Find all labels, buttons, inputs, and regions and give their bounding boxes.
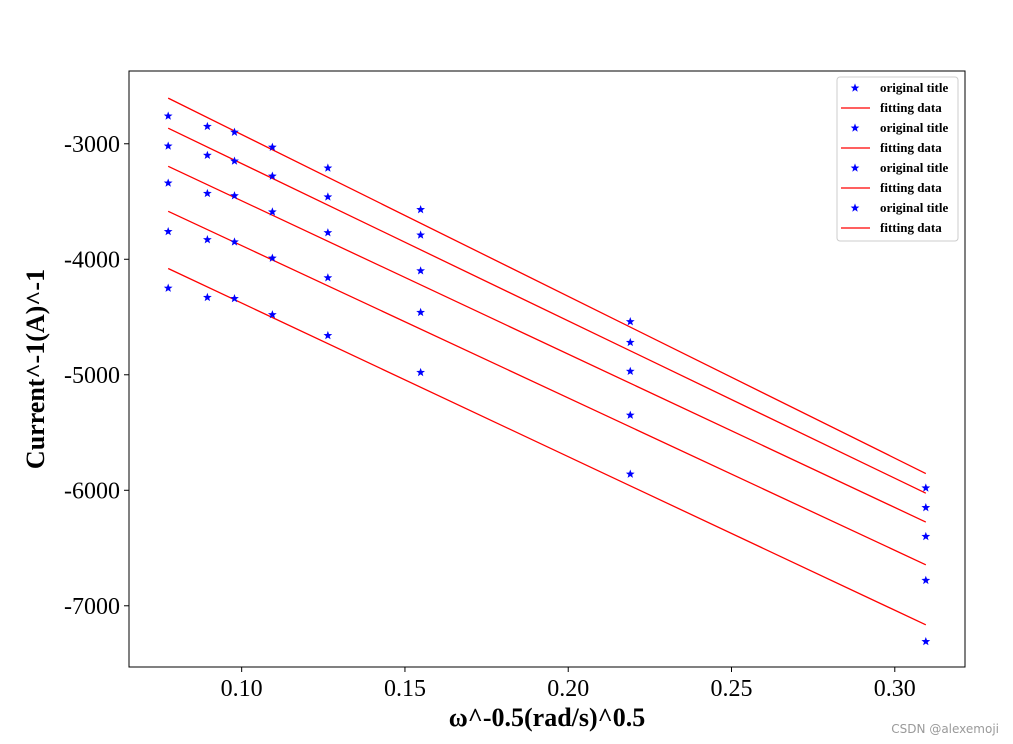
data-point <box>230 156 239 165</box>
legend-frame <box>836 76 959 242</box>
data-point <box>323 228 333 237</box>
x-tick-label: 0.20 <box>547 676 589 702</box>
data-point <box>163 111 173 120</box>
y-tick-label: -6000 <box>64 478 120 504</box>
legend-label: original title <box>880 80 948 95</box>
y-tick-label: -5000 <box>64 363 120 389</box>
data-point <box>203 121 212 131</box>
legend-label: fitting data <box>880 100 942 115</box>
data-point <box>625 317 635 326</box>
data-point <box>230 127 239 136</box>
data-point <box>267 253 277 262</box>
data-point <box>625 469 635 478</box>
legend-star-marker <box>850 203 860 212</box>
x-tick-label: 0.25 <box>711 676 753 702</box>
legend-star-marker <box>850 123 860 132</box>
data-point <box>163 226 173 236</box>
fit-line-4 <box>167 210 927 566</box>
data-point <box>230 191 239 200</box>
data-point <box>230 293 239 303</box>
fit-line-3 <box>167 165 927 523</box>
data-point <box>921 575 931 585</box>
y-axis-title: Current^-1(A)^-1 <box>21 269 50 469</box>
plot-frame <box>128 70 966 668</box>
data-point <box>323 330 333 340</box>
x-axis: 0.10 0.15 0.20 0.25 0.30 <box>221 667 916 702</box>
data-point <box>230 237 239 246</box>
data-point <box>163 141 173 150</box>
data-point <box>625 337 635 347</box>
data-point <box>921 483 931 492</box>
data-point <box>267 142 277 151</box>
data-point <box>203 188 212 198</box>
data-point <box>323 273 333 282</box>
data-point <box>416 230 425 239</box>
watermark: CSDN @alexemoji <box>891 722 999 736</box>
data-point <box>203 150 212 160</box>
fit-line-1 <box>167 97 927 475</box>
data-point <box>163 283 173 292</box>
data-point <box>416 205 425 214</box>
plot-content <box>163 97 931 646</box>
legend-label: original title <box>880 200 948 215</box>
legend-label: original title <box>880 120 948 135</box>
x-tick-label: 0.10 <box>221 676 263 702</box>
x-tick-label: 0.30 <box>874 676 916 702</box>
fit-line-2 <box>167 127 927 494</box>
data-point <box>921 531 931 541</box>
legend-star-marker <box>850 83 860 92</box>
data-point <box>267 207 277 216</box>
legend-label: original title <box>880 160 948 175</box>
data-point <box>323 192 333 201</box>
data-point <box>323 163 333 172</box>
y-axis: -3000 -4000 -5000 -6000 -7000 <box>64 132 129 620</box>
data-point <box>625 410 635 419</box>
fit-line-5 <box>167 267 927 626</box>
legend-label: fitting data <box>880 140 942 155</box>
legend-label: fitting data <box>880 220 942 235</box>
y-tick-label: -7000 <box>64 594 120 620</box>
data-point <box>203 292 212 302</box>
legend-star-marker <box>850 163 860 172</box>
x-axis-title: ω^-0.5(rad/s)^0.5 <box>449 703 646 732</box>
legend-label: fitting data <box>880 180 942 195</box>
data-point <box>625 366 635 376</box>
data-point <box>921 636 931 646</box>
legend: original title fitting data original title… <box>836 76 959 242</box>
data-point <box>416 367 425 377</box>
data-point <box>416 307 425 317</box>
data-point <box>203 235 212 244</box>
y-tick-label: -3000 <box>64 132 120 158</box>
data-point <box>416 266 425 275</box>
data-point <box>163 178 173 187</box>
data-point <box>921 503 931 512</box>
x-tick-label: 0.15 <box>384 676 426 702</box>
data-point <box>267 310 277 319</box>
data-point <box>267 171 277 180</box>
y-tick-label: -4000 <box>64 247 120 273</box>
